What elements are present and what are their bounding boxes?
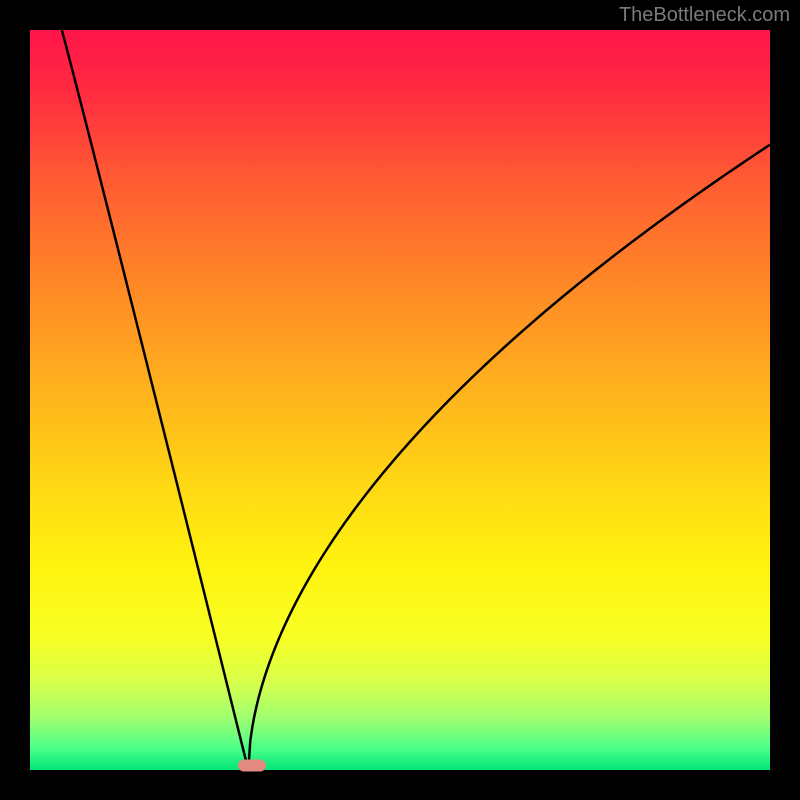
watermark-text: TheBottleneck.com	[619, 4, 790, 27]
minimum-marker	[238, 760, 266, 772]
bottleneck-chart: TheBottleneck.com	[0, 0, 800, 800]
chart-background	[30, 30, 770, 770]
chart-svg	[0, 0, 800, 800]
